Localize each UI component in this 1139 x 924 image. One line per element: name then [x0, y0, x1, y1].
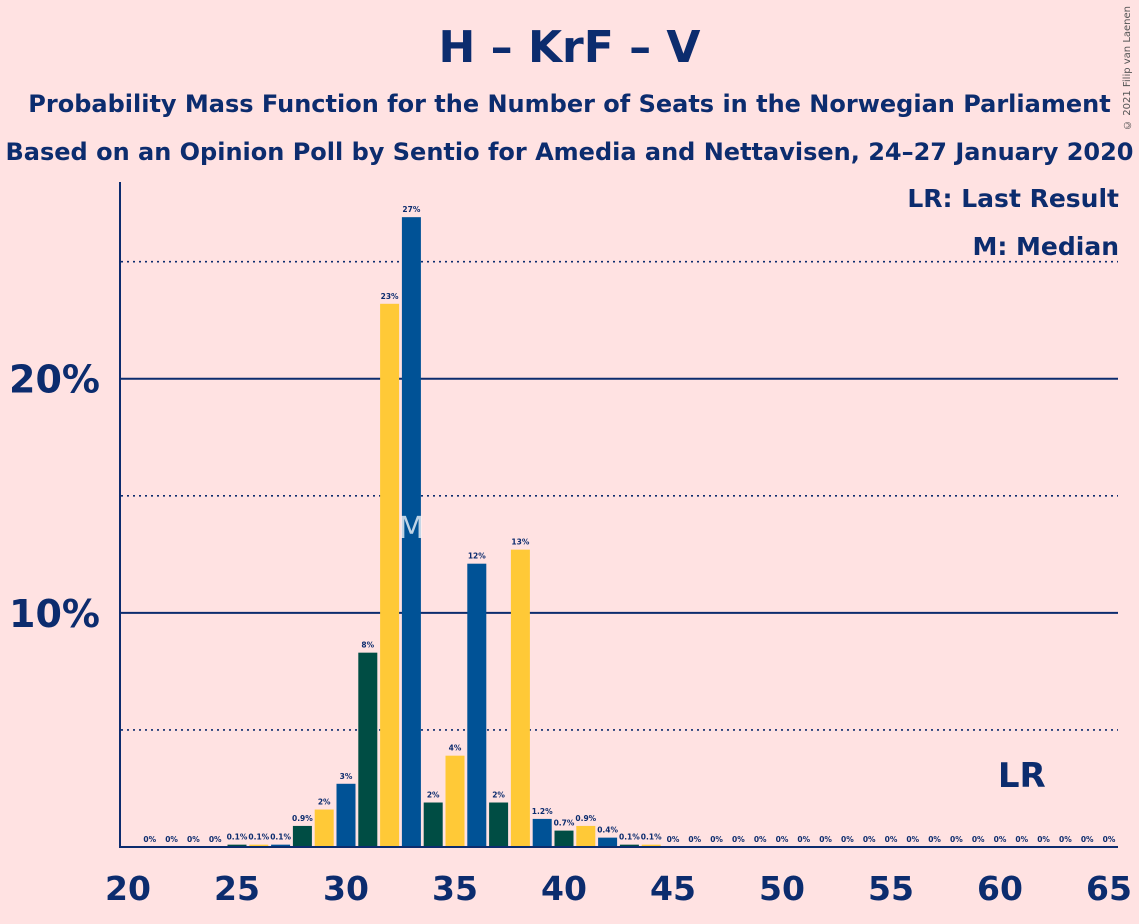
- bar-value-label: 0%: [928, 835, 941, 844]
- bar-value-label: 0%: [819, 835, 832, 844]
- bar-value-label: 0%: [841, 835, 854, 844]
- bar-value-label: 0.9%: [292, 814, 313, 823]
- bar-value-label: 0%: [1015, 835, 1028, 844]
- chart-subtitle-line2: Based on an Opinion Poll by Sentio for A…: [5, 138, 1134, 166]
- bar-value-label: 23%: [381, 292, 399, 301]
- bar-value-label: 0%: [906, 835, 919, 844]
- bar: [380, 303, 400, 847]
- bar-value-label: 0.1%: [248, 833, 269, 842]
- bar-value-label: 0%: [1081, 835, 1094, 844]
- bar-value-label: 0%: [797, 835, 810, 844]
- bar: [641, 844, 661, 847]
- bar: [401, 217, 421, 848]
- bar-value-label: 0%: [950, 835, 963, 844]
- bar: [619, 844, 639, 847]
- x-tick-label: 30: [323, 869, 369, 908]
- bar-value-label: 0%: [863, 835, 876, 844]
- bar: [271, 844, 291, 847]
- bar-value-label: 1.2%: [532, 807, 553, 816]
- bar-value-label: 0%: [688, 835, 701, 844]
- bar-value-label: 0.7%: [554, 819, 575, 828]
- bar: [598, 837, 618, 847]
- bar-value-label: 0%: [885, 835, 898, 844]
- bar-value-label: 0.1%: [641, 833, 662, 842]
- bar-value-label: 0.4%: [597, 826, 618, 835]
- bar-value-label: 0.1%: [270, 833, 291, 842]
- bar: [510, 549, 530, 847]
- bar-value-label: 0%: [710, 835, 723, 844]
- bar-value-label: 2%: [492, 791, 505, 800]
- bar: [249, 844, 269, 847]
- x-tick-label: 20: [105, 869, 151, 908]
- x-tick-label: 55: [868, 869, 914, 908]
- bar-value-label: 0%: [776, 835, 789, 844]
- chart-title: H – KrF – V: [438, 22, 701, 73]
- bar: [445, 755, 465, 847]
- chart-subtitle-line1: Probability Mass Function for the Number…: [28, 90, 1111, 118]
- legend-median: M: Median: [972, 232, 1119, 261]
- x-tick-label: 45: [650, 869, 696, 908]
- y-tick-label: 20%: [9, 358, 100, 402]
- x-tick-label: 50: [759, 869, 805, 908]
- bar-value-label: 8%: [361, 641, 374, 650]
- x-tick-label: 65: [1086, 869, 1132, 908]
- bar-value-label: 0.9%: [575, 814, 596, 823]
- bar-value-label: 0%: [732, 835, 745, 844]
- bar-value-label: 0.1%: [619, 833, 640, 842]
- bar: [467, 563, 487, 847]
- bar-value-label: 0%: [994, 835, 1007, 844]
- bar-value-label: 0%: [667, 835, 680, 844]
- x-tick-label: 25: [214, 869, 260, 908]
- bar: [423, 802, 443, 847]
- bar-value-label: 0.1%: [227, 833, 248, 842]
- bar-value-label: 2%: [318, 798, 331, 807]
- bar-value-label: 0%: [209, 835, 222, 844]
- bar: [314, 809, 334, 847]
- bar-value-label: 3%: [340, 772, 353, 781]
- bar: [227, 844, 247, 847]
- bar-value-label: 0%: [972, 835, 985, 844]
- bar: [336, 783, 356, 847]
- bar-value-label: 0%: [1103, 835, 1116, 844]
- bar-value-label: 12%: [468, 552, 486, 561]
- legend-last-result: LR: Last Result: [907, 184, 1119, 213]
- bar-value-label: 0%: [754, 835, 767, 844]
- x-tick-label: 60: [977, 869, 1023, 908]
- median-marker: M: [398, 511, 424, 546]
- bar-value-label: 0%: [187, 835, 200, 844]
- bar-value-label: 0%: [1037, 835, 1050, 844]
- bar-value-label: 13%: [511, 538, 529, 547]
- bar: [358, 652, 378, 847]
- bar-value-label: 2%: [427, 791, 440, 800]
- bar: [554, 830, 574, 847]
- bar-value-label: 0%: [1059, 835, 1072, 844]
- bar: [576, 825, 596, 847]
- bar: [532, 818, 552, 847]
- bar: [489, 802, 509, 847]
- x-tick-label: 40: [541, 869, 587, 908]
- bar-value-label: 27%: [402, 205, 420, 214]
- bar-value-label: 0%: [165, 835, 178, 844]
- bar: [292, 825, 312, 847]
- y-tick-label: 10%: [9, 592, 100, 636]
- bar-value-label: 4%: [449, 744, 462, 753]
- x-tick-label: 35: [432, 869, 478, 908]
- bar-value-label: 0%: [143, 835, 156, 844]
- last-result-marker: LR: [998, 756, 1046, 796]
